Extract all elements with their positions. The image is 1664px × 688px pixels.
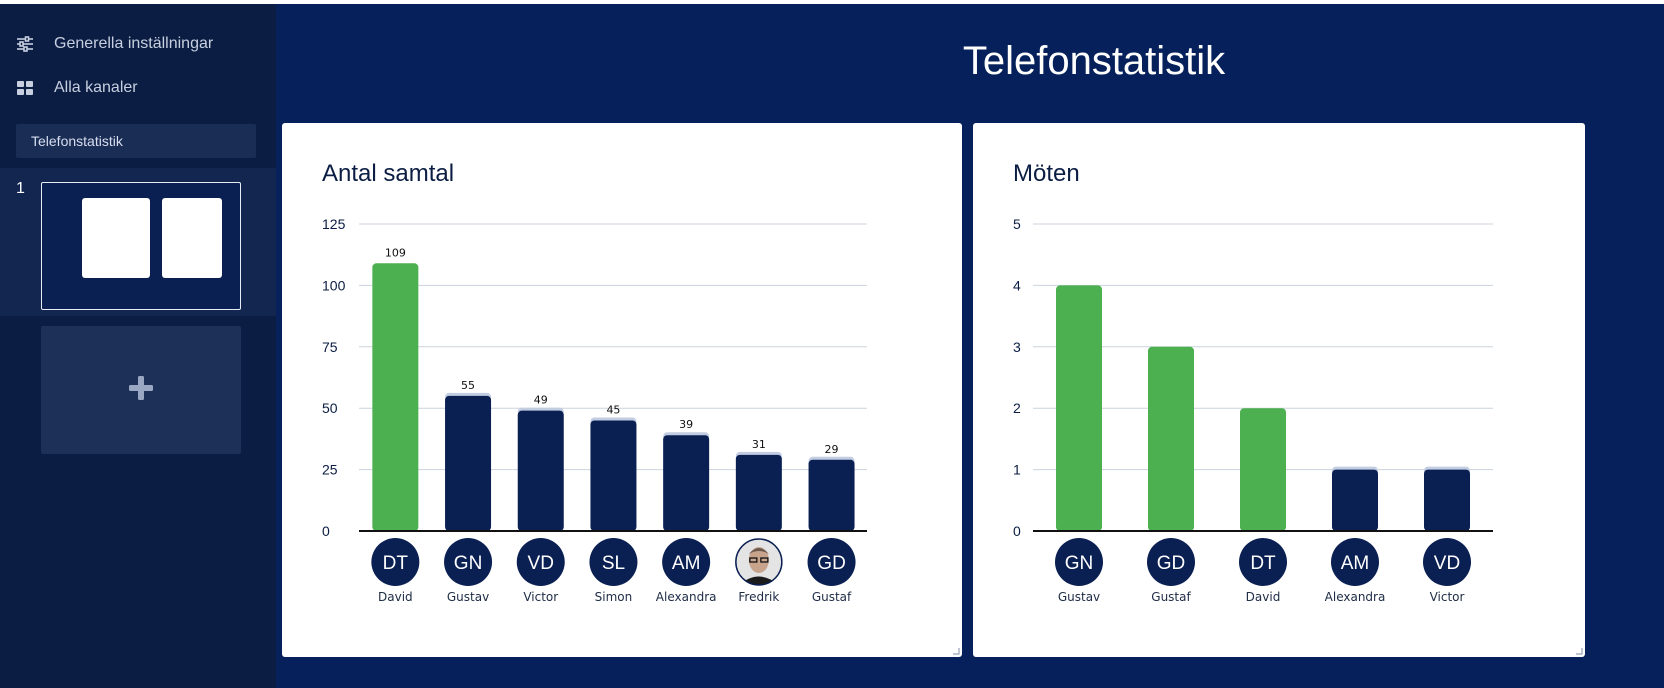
avatar: [516, 538, 565, 586]
meetings-chart-card[interactable]: Möten 0 1 2 3 4 5 GN Gustav GD Gustaf DT David AM Ale…: [973, 123, 1585, 657]
bar: [808, 459, 855, 531]
thumbnail-card: [162, 198, 222, 278]
app-window: Generella inställningar Alla kanaler Tel…: [0, 4, 1664, 688]
y-tick-label: 2: [1013, 400, 1021, 416]
slide-number: 1: [16, 180, 25, 197]
category-label: David: [1246, 590, 1281, 604]
chart-title: Antal samtal: [322, 160, 455, 187]
bar: [1332, 469, 1378, 531]
category-label: Gustav: [447, 590, 489, 604]
sidebar: Generella inställningar Alla kanaler Tel…: [0, 4, 276, 688]
y-tick-label: 100: [322, 277, 346, 293]
category-label: Victor: [523, 590, 558, 604]
avatar-initials: VD: [1434, 553, 1460, 574]
avatar: [1239, 538, 1287, 586]
category-label: Simon: [595, 590, 633, 604]
data-label: 109: [385, 246, 406, 259]
bar: [1424, 469, 1470, 531]
avatar-initials: DT: [383, 553, 409, 574]
avatar: [1423, 538, 1471, 586]
data-label: 49: [534, 394, 548, 407]
data-label: 39: [679, 418, 693, 431]
avatar-initials: SL: [602, 553, 625, 574]
y-tick-label: 25: [322, 462, 338, 478]
avatar: [444, 538, 493, 586]
data-label: 29: [825, 443, 839, 456]
bar: [735, 454, 782, 531]
category-label: David: [378, 590, 413, 604]
category-label: Gustaf: [1151, 590, 1191, 604]
grid-icon: [16, 79, 34, 97]
chart-title: Möten: [1013, 160, 1080, 187]
calls-bar-chart: 0 25 50 75 100 125 109 DT David 55 GN Gustav 49 VD Vic…: [322, 216, 867, 604]
avatar-initials: GN: [454, 553, 483, 574]
y-tick-label: 3: [1013, 339, 1021, 355]
y-tick-label: 5: [1013, 216, 1021, 232]
avatar: [589, 538, 638, 586]
page-title: Telefonstatistik: [962, 39, 1226, 83]
bar: [1148, 346, 1194, 531]
avatar: [807, 538, 856, 586]
y-tick-label: 0: [1013, 523, 1021, 539]
avatar-initials: AM: [1341, 553, 1370, 574]
data-label: 31: [752, 438, 766, 451]
data-label: 45: [606, 403, 620, 416]
plus-icon: [127, 374, 155, 407]
category-label: Fredrik: [738, 590, 779, 604]
avatar: [1147, 538, 1195, 586]
avatar-initials: AM: [672, 553, 701, 574]
y-tick-label: 1: [1013, 462, 1021, 478]
bar: [445, 395, 492, 531]
avatar: [371, 538, 420, 586]
y-tick-label: 75: [322, 339, 338, 355]
y-tick-label: 125: [322, 216, 346, 232]
avatar-initials: GD: [817, 553, 846, 574]
add-slide-button[interactable]: [41, 326, 241, 454]
sliders-icon: [16, 35, 34, 53]
avatar-initials: GN: [1065, 553, 1094, 574]
channel-name-value: Telefonstatistik: [31, 133, 123, 149]
channel-name-field[interactable]: Telefonstatistik: [16, 124, 256, 158]
slide-list-item[interactable]: 1: [0, 168, 276, 316]
menu-item-label: Generella inställningar: [54, 35, 214, 52]
calls-chart-card[interactable]: Antal samtal 0 25 50 75 100 125 109 DT David 55 GN…: [282, 123, 962, 657]
thumbnail-card: [82, 198, 150, 278]
avatar-photo: [735, 538, 783, 586]
resize-handle-icon[interactable]: [1575, 647, 1583, 655]
menu-item-general-settings[interactable]: Generella inställningar: [16, 32, 213, 56]
avatar: [1331, 538, 1379, 586]
main-canvas: Telefonstatistik Antal samtal 0 25 50 75 100…: [276, 4, 1664, 688]
resize-handle-icon[interactable]: [952, 647, 960, 655]
avatar: [662, 538, 711, 586]
bar: [517, 410, 564, 531]
bar: [1240, 408, 1286, 531]
category-label: Alexandra: [656, 590, 717, 604]
menu-item-all-channels[interactable]: Alla kanaler: [16, 76, 138, 100]
bar: [590, 420, 637, 531]
data-label: 55: [461, 379, 475, 392]
avatar-initials: VD: [528, 553, 554, 574]
category-label: Gustaf: [812, 590, 852, 604]
y-tick-label: 50: [322, 400, 338, 416]
category-label: Victor: [1430, 590, 1465, 604]
avatar-initials: GD: [1157, 553, 1186, 574]
bar: [663, 435, 710, 531]
bar: [1056, 285, 1102, 531]
category-label: Gustav: [1058, 590, 1100, 604]
meetings-bar-chart: 0 1 2 3 4 5 GN Gustav GD Gustaf DT David AM Alexandra…: [1013, 216, 1493, 604]
bar: [372, 263, 419, 531]
y-tick-label: 0: [322, 523, 330, 539]
menu-item-label: Alla kanaler: [54, 79, 138, 96]
avatar: [1055, 538, 1103, 586]
slide-thumbnail[interactable]: [41, 182, 241, 310]
avatar-initials: DT: [1250, 553, 1276, 574]
y-tick-label: 4: [1013, 277, 1021, 293]
category-label: Alexandra: [1325, 590, 1386, 604]
